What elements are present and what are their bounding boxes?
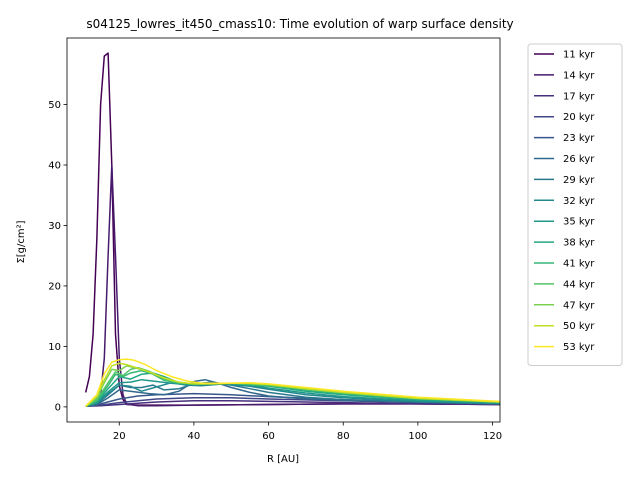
legend: 11 kyr 14 kyr 17 kyr 20 kyr 23 kyr 26 kyr 29 k… <box>527 43 623 366</box>
legend-label-5: 26 kyr <box>563 154 595 165</box>
legend-box <box>527 43 623 366</box>
legend-label-14: 53 kyr <box>563 342 595 353</box>
y-tick-label: 50 <box>48 100 61 111</box>
legend-label-1: 14 kyr <box>563 70 595 81</box>
series-line-0 <box>84 52 500 406</box>
legend-label-0: 11 kyr <box>563 50 595 61</box>
legend-label-8: 35 kyr <box>563 217 595 228</box>
y-tick-label: 40 <box>48 160 61 171</box>
y-tick-label: 0 <box>55 402 61 413</box>
legend-label-12: 47 kyr <box>563 300 595 311</box>
legend-label-11: 44 kyr <box>563 279 595 290</box>
x-tick-label: 60 <box>262 431 275 442</box>
legend-label-13: 50 kyr <box>563 321 595 332</box>
x-tick-label: 100 <box>408 431 427 442</box>
chart-title: s04125_lowres_it450_cmass10: Time evolut… <box>86 17 513 31</box>
series-line-14 <box>85 358 500 407</box>
y-axis-label: Σ[g/cm²] <box>16 220 27 263</box>
series-line-2 <box>85 400 500 408</box>
series-line-5 <box>85 378 500 408</box>
legend-label-4: 23 kyr <box>563 133 595 144</box>
series-line-8 <box>85 378 500 408</box>
plot-frame <box>66 37 501 423</box>
x-tick-label: 120 <box>483 431 502 442</box>
y-tick-label: 10 <box>48 342 61 353</box>
y-tick-label: 30 <box>48 221 61 232</box>
legend-label-9: 38 kyr <box>563 238 595 249</box>
series-line-13 <box>85 362 500 407</box>
x-tick-label: 80 <box>337 431 350 442</box>
series-layer <box>84 52 500 408</box>
legend-label-10: 41 kyr <box>563 259 595 270</box>
y-tick-label: 20 <box>48 281 61 292</box>
x-tick-label: 40 <box>188 431 201 442</box>
x-tick-label: 20 <box>113 431 126 442</box>
legend-label-2: 17 kyr <box>563 91 595 102</box>
legend-label-6: 29 kyr <box>563 175 595 186</box>
axes-layer: 20 40 60 80 100 120 0 10 20 30 40 50 <box>48 37 502 442</box>
legend-label-3: 20 kyr <box>563 112 595 123</box>
series-line-1 <box>85 164 500 407</box>
legend-label-7: 32 kyr <box>563 196 595 207</box>
x-axis-label: R [AU] <box>267 454 299 465</box>
